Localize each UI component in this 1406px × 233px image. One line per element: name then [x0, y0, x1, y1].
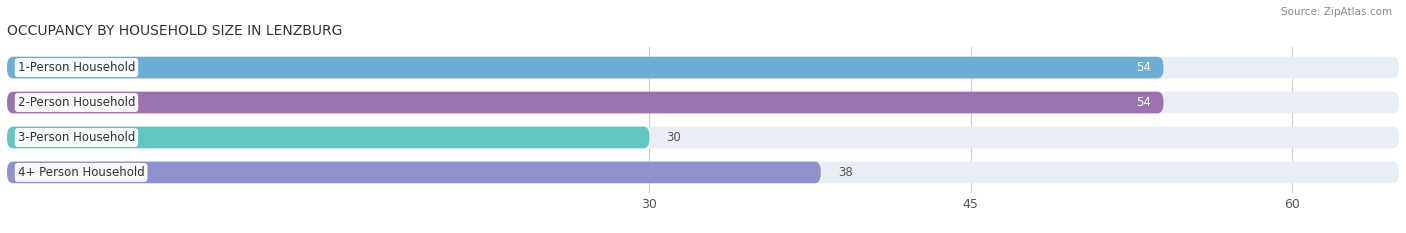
- FancyBboxPatch shape: [7, 127, 650, 148]
- FancyBboxPatch shape: [7, 127, 1399, 148]
- Text: 54: 54: [1136, 61, 1150, 74]
- Text: 3-Person Household: 3-Person Household: [18, 131, 135, 144]
- FancyBboxPatch shape: [7, 57, 1163, 78]
- FancyBboxPatch shape: [7, 57, 1399, 78]
- FancyBboxPatch shape: [7, 92, 1163, 113]
- Text: 38: 38: [838, 166, 852, 179]
- Text: 54: 54: [1136, 96, 1150, 109]
- Text: 2-Person Household: 2-Person Household: [18, 96, 135, 109]
- FancyBboxPatch shape: [7, 162, 821, 183]
- Text: 1-Person Household: 1-Person Household: [18, 61, 135, 74]
- Text: Source: ZipAtlas.com: Source: ZipAtlas.com: [1281, 7, 1392, 17]
- Text: 4+ Person Household: 4+ Person Household: [18, 166, 145, 179]
- FancyBboxPatch shape: [7, 92, 1399, 113]
- Text: OCCUPANCY BY HOUSEHOLD SIZE IN LENZBURG: OCCUPANCY BY HOUSEHOLD SIZE IN LENZBURG: [7, 24, 343, 38]
- FancyBboxPatch shape: [7, 162, 1399, 183]
- Text: 30: 30: [666, 131, 682, 144]
